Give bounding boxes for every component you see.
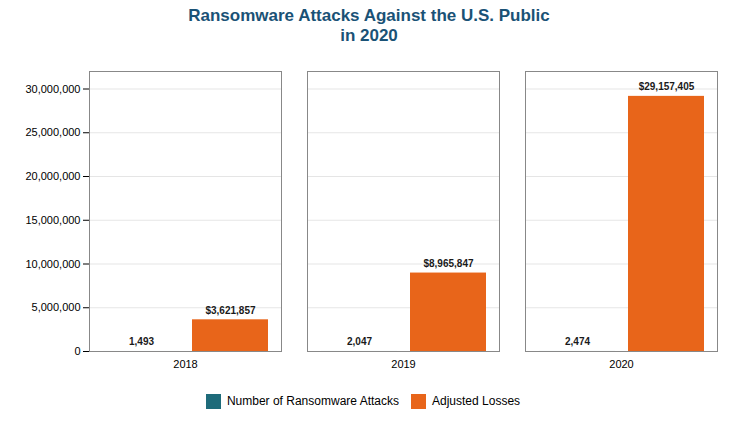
svg-text:1,493: 1,493 [129, 336, 154, 347]
svg-text:2,474: 2,474 [565, 336, 590, 347]
html-text:Adjusted Losses: Adjusted Losses [432, 394, 521, 409]
svg-text:30,000,000: 30,000,000 [25, 82, 80, 94]
html-text:Number of Ransomware Attacks: Number of Ransomware Attacks [226, 394, 399, 409]
svg-text:2,047: 2,047 [347, 336, 372, 347]
svg-text:15,000,000: 15,000,000 [25, 214, 80, 226]
svg-text:$3,621,857: $3,621,857 [205, 305, 255, 316]
svg-text:5,000,000: 5,000,000 [32, 301, 81, 313]
svg-text:2019: 2019 [391, 358, 415, 370]
svg-text:$29,157,405: $29,157,405 [639, 81, 695, 92]
svg-text:10,000,000: 10,000,000 [25, 257, 80, 269]
html-text:Ransomware Attacks Against the: Ransomware Attacks Against the U.S. Publ… [188, 6, 550, 46]
svg-text:$8,965,847: $8,965,847 [423, 258, 473, 269]
svg-text:2018: 2018 [173, 358, 197, 370]
svg-text:25,000,000: 25,000,000 [25, 126, 80, 138]
svg-text:0: 0 [74, 345, 80, 357]
svg-text:2020: 2020 [609, 358, 633, 370]
svg-text:20,000,000: 20,000,000 [25, 170, 80, 182]
